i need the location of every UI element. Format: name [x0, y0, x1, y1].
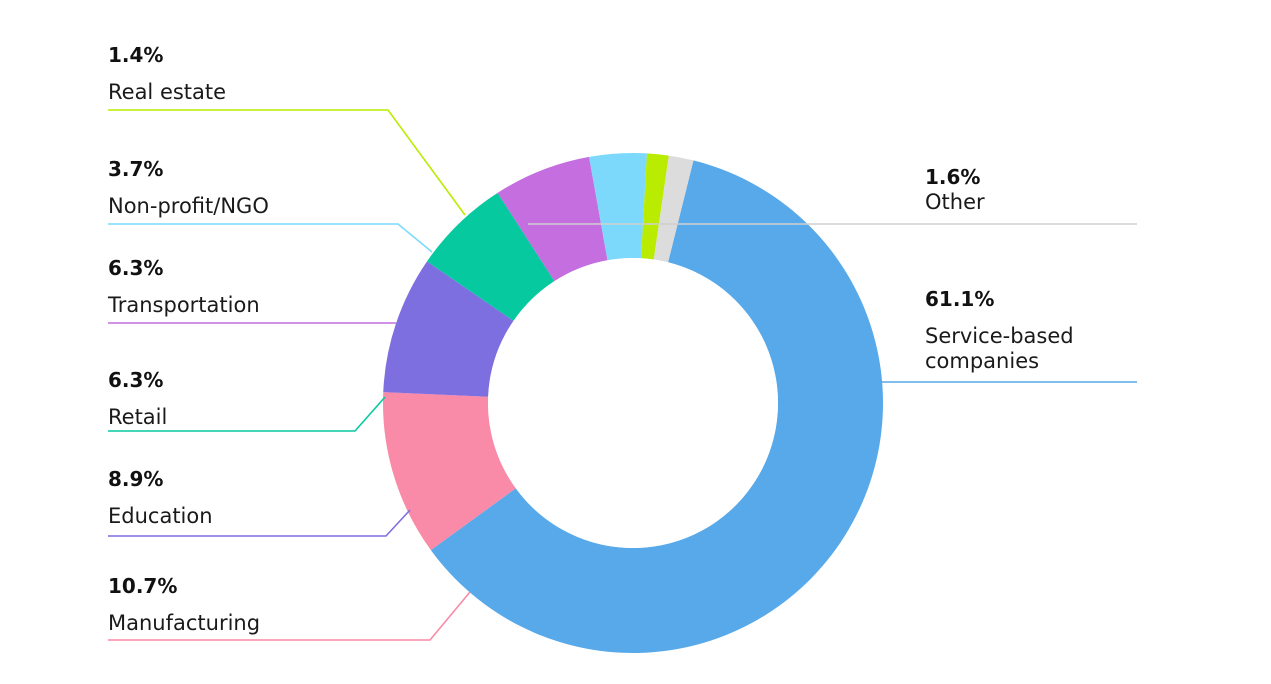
leader-line-education [108, 509, 411, 537]
value-label-manufacturing: 10.7% [108, 574, 177, 598]
category-label-nonprofit: Non-profit/NGO [108, 194, 269, 218]
category-label-transportation: Transportation [107, 293, 260, 317]
value-label-education: 8.9% [108, 467, 163, 491]
leader-line-nonprofit [108, 223, 433, 253]
slice-nonprofit [589, 153, 647, 261]
category-label-line: companies [925, 349, 1039, 373]
category-label-line: Service-based [925, 324, 1074, 348]
value-label-transportation: 6.3% [108, 256, 163, 280]
value-label-nonprofit: 3.7% [108, 157, 163, 181]
category-label-service: Service-based companies [925, 324, 1074, 373]
slice-transportation [497, 156, 608, 282]
slice-other [653, 155, 694, 263]
category-label-other: Other [925, 190, 985, 214]
slice-retail [427, 192, 555, 321]
leader-line-realestate [108, 109, 466, 216]
category-label-manufacturing: Manufacturing [108, 611, 260, 635]
value-label-retail: 6.3% [108, 368, 163, 392]
leader-line-retail [108, 396, 386, 432]
donut-hole [517, 287, 749, 519]
slices-group [383, 153, 883, 653]
category-label-realestate: Real estate [108, 80, 226, 104]
labels-group: 61.1% Service-based companies 10.7% Manufact… [107, 43, 1074, 635]
slice-service [430, 160, 883, 653]
slice-realestate [641, 153, 669, 260]
value-label-service: 61.1% [925, 287, 994, 311]
slice-manufacturing [383, 392, 516, 551]
leader-line-manufacturing [108, 591, 471, 641]
value-label-other: 1.6% [925, 165, 980, 189]
category-label-retail: Retail [108, 405, 167, 429]
value-label-realestate: 1.4% [108, 43, 163, 67]
slice-education [383, 261, 514, 397]
category-label-education: Education [108, 504, 213, 528]
leader-lines-group [108, 109, 1137, 641]
